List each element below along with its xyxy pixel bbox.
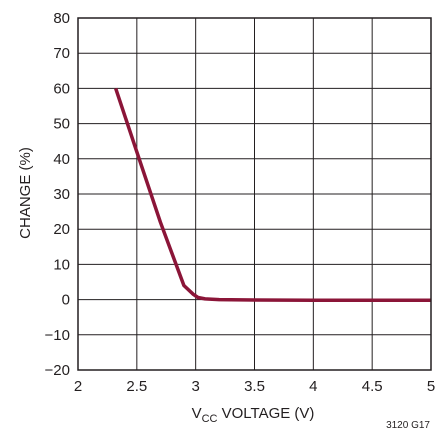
- x-tick-labels: 2 2.5 3 3.5 4 4.5 5: [74, 378, 435, 395]
- x-tick-label: 4.5: [362, 378, 383, 395]
- y-tick-label: −10: [45, 327, 70, 344]
- y-tick-label: 10: [53, 256, 70, 273]
- y-tick-label: 30: [53, 186, 70, 203]
- x-axis-title: VCC VOLTAGE (V): [192, 405, 315, 425]
- x-tick-label: 2.5: [126, 378, 147, 395]
- y-axis-title: CHANGE (%): [17, 147, 34, 239]
- y-tick-label: 0: [62, 292, 70, 309]
- x-tick-label: 5: [427, 378, 435, 395]
- chart-grid: [77, 17, 432, 371]
- y-tick-label: 60: [53, 80, 70, 97]
- y-tick-label: 80: [53, 10, 70, 27]
- x-tick-label: 2: [74, 378, 82, 395]
- y-tick-labels: 80 70 60 50 40 30 20 10 0 −10 −20: [45, 10, 70, 379]
- figure-id: 3120 G17: [386, 420, 430, 431]
- y-tick-label: 50: [53, 116, 70, 133]
- y-tick-label: 20: [53, 221, 70, 238]
- y-tick-label: −20: [45, 362, 70, 379]
- y-tick-label: 70: [53, 45, 70, 62]
- x-tick-label: 3: [191, 378, 199, 395]
- y-tick-label: 40: [53, 151, 70, 168]
- plot-frame: [77, 17, 432, 371]
- chart-series: [114, 87, 431, 303]
- series-line: [114, 87, 431, 303]
- x-tick-label: 4: [309, 378, 317, 395]
- x-tick-label: 3.5: [244, 378, 265, 395]
